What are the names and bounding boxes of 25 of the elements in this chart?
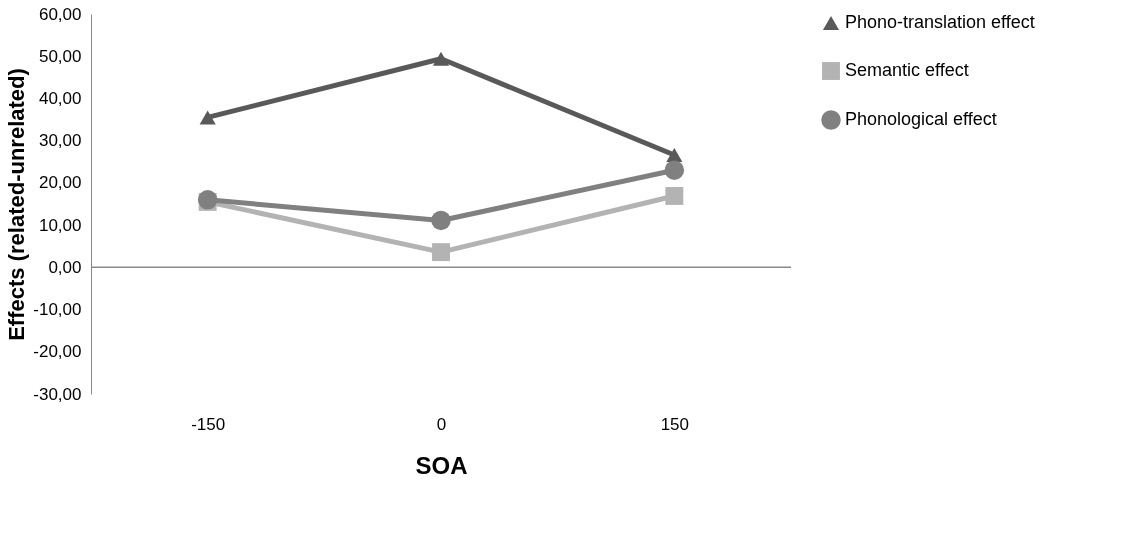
y-tick-label: 20,00 [38,173,82,193]
point [665,187,684,205]
y-tick-label: 30,00 [38,131,82,151]
point [664,160,685,180]
legend-label: Phono-translation effect [845,12,1035,32]
point [432,243,450,262]
legend-label: Phonological effect [845,109,997,129]
y-axis-title: Effects (related-unrelated) [4,68,30,341]
y-tick-label: 40,00 [38,88,82,108]
x-tick-label: 0 [436,414,447,434]
y-tick-label: 0,00 [48,257,82,277]
legend-label: Semantic effect [845,60,969,80]
point [199,110,216,125]
y-tick-label: 60,00 [38,4,82,24]
x-tick-label: -150 [191,414,226,434]
x-tick-label: 150 [660,414,690,434]
y-tick-label: -20,00 [33,342,82,362]
y-tick-label: -30,00 [33,384,82,404]
x-axis-title: SOA [415,451,468,479]
point [432,51,450,66]
y-tick-label: 50,00 [38,46,82,66]
point [666,148,683,162]
point [431,210,451,231]
y-tick-label: -10,00 [33,300,82,320]
y-tick-label: 10,00 [38,215,82,235]
